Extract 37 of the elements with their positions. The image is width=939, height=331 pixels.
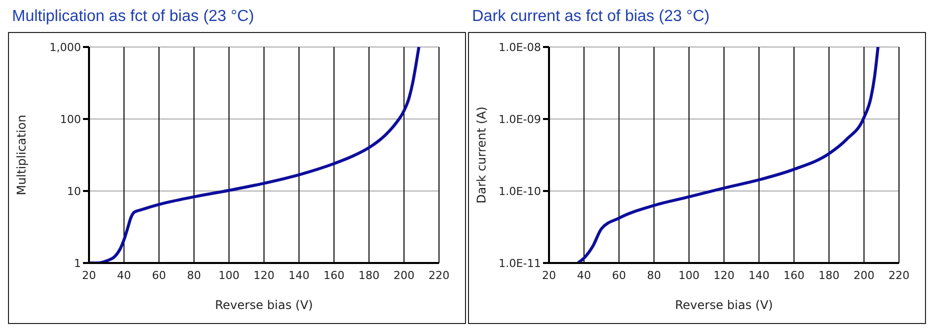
y-axis-title: Multiplication bbox=[14, 114, 28, 196]
x-tick-label: 20 bbox=[82, 268, 96, 282]
x-tick-label: 200 bbox=[394, 268, 414, 282]
x-tick-label: 100 bbox=[218, 268, 240, 282]
x-tick-label: 60 bbox=[152, 268, 166, 282]
x-tick-label: 80 bbox=[187, 268, 201, 282]
x-tick-label: 20 bbox=[542, 268, 556, 282]
y-tick-label: 10 bbox=[67, 184, 81, 198]
x-tick-label: 120 bbox=[714, 268, 734, 282]
y-tick-label: 1,000 bbox=[50, 40, 81, 54]
y-axis-title: Dark current (A) bbox=[474, 106, 488, 204]
x-tick-label: 220 bbox=[428, 268, 450, 282]
chart-title: Multiplication as fct of bias (23 °C) bbox=[11, 8, 256, 27]
x-tick-label: 40 bbox=[117, 268, 131, 282]
x-tick-label: 60 bbox=[612, 268, 626, 282]
x-tick-label: 160 bbox=[784, 268, 804, 282]
y-tick-label: 100 bbox=[60, 112, 81, 126]
x-tick-label: 100 bbox=[678, 268, 700, 282]
x-tick-label: 120 bbox=[254, 268, 274, 282]
y-tick-label: 1.0E-08 bbox=[498, 40, 541, 54]
y-tick-label: 1.0E-10 bbox=[498, 184, 541, 198]
x-tick-label: 160 bbox=[324, 268, 344, 282]
x-tick-label: 40 bbox=[577, 268, 591, 282]
x-tick-label: 200 bbox=[854, 268, 874, 282]
x-tick-label: 80 bbox=[647, 268, 661, 282]
line-series bbox=[576, 47, 880, 263]
chart-title: Dark current as fct of bias (23 °C) bbox=[471, 8, 711, 27]
x-tick-label: 180 bbox=[818, 268, 840, 282]
y-tick-label: 1.0E-11 bbox=[498, 256, 541, 270]
x-tick-label: 180 bbox=[358, 268, 380, 282]
x-tick-label: 140 bbox=[748, 268, 770, 282]
x-tick-label: 140 bbox=[288, 268, 310, 282]
x-axis-title: Reverse bias (V) bbox=[215, 298, 313, 312]
y-tick-label: 1.0E-09 bbox=[498, 112, 541, 126]
y-tick-label: 1 bbox=[74, 256, 81, 270]
x-tick-label: 220 bbox=[888, 268, 910, 282]
x-axis-title: Reverse bias (V) bbox=[675, 298, 773, 312]
